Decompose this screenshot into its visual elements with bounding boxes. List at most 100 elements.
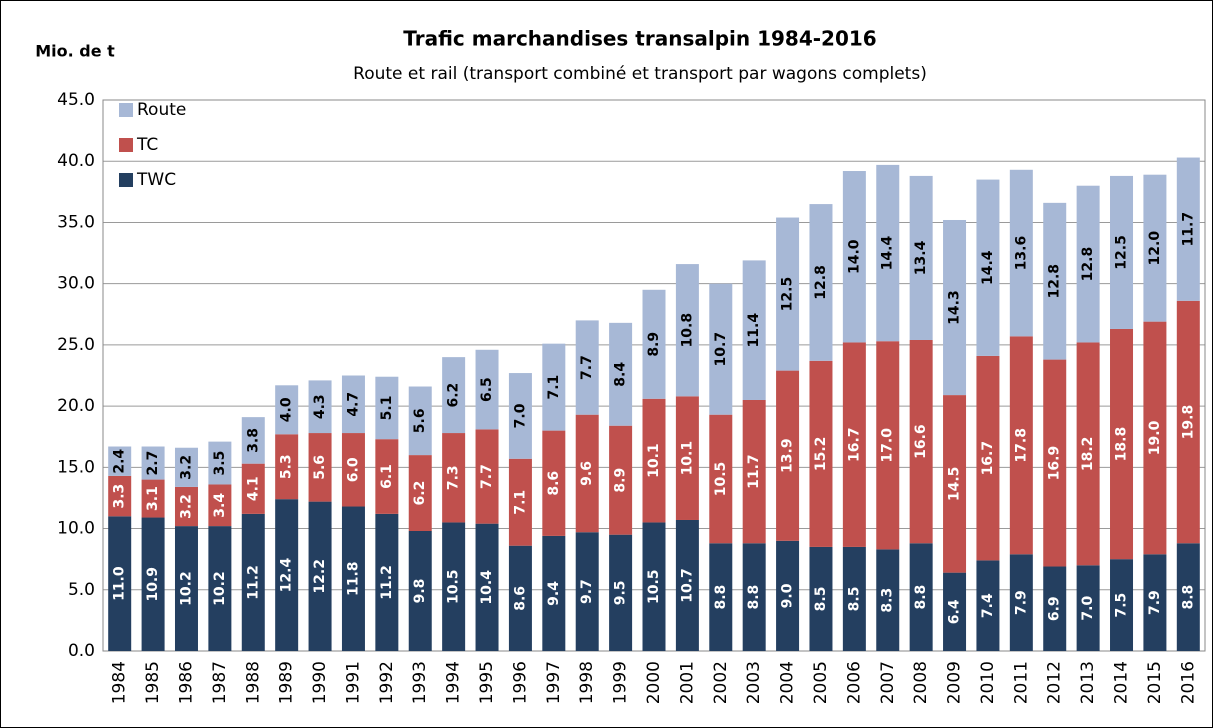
bar-segment: [108, 516, 132, 651]
bar-segment: [241, 513, 265, 651]
data-label: 8.8: [713, 585, 729, 610]
data-label: 6.9: [1047, 596, 1063, 621]
x-tick-label: 2008: [911, 661, 931, 704]
bar-segment: [341, 506, 365, 651]
bar-segment: [375, 376, 399, 440]
bar-segment: [842, 546, 866, 651]
data-label: 12.8: [1080, 247, 1096, 282]
x-tick-label: 1986: [176, 661, 196, 704]
bar-segment: [375, 513, 399, 651]
x-tick-label: 1991: [343, 661, 363, 704]
bar-segment: [1176, 543, 1200, 651]
bar-segment: [943, 219, 967, 396]
data-label: 9.5: [613, 580, 629, 605]
data-label: 19.8: [1180, 405, 1196, 440]
bar-segment: [1043, 359, 1067, 567]
data-label: 3.5: [212, 451, 228, 476]
bar-segment: [709, 414, 733, 544]
data-label: 8.8: [1180, 585, 1196, 610]
bar-segment: [141, 479, 165, 518]
bar-segment: [508, 373, 532, 459]
x-tick-label: 2016: [1178, 661, 1198, 704]
bar-segment: [442, 357, 466, 434]
data-label: 7.9: [1013, 590, 1029, 615]
bar-segment: [976, 179, 1000, 356]
data-label: 11.2: [245, 565, 261, 600]
bar-segment: [1176, 157, 1200, 301]
bar-segment: [341, 375, 365, 434]
x-tick-label: 1992: [377, 661, 397, 704]
x-tick-label: 2001: [677, 661, 697, 704]
bar-segment: [1009, 169, 1033, 337]
data-label: 4.0: [279, 397, 295, 422]
bar-segment: [1110, 175, 1134, 329]
y-tick-label: 10.0: [57, 519, 95, 539]
x-tick-label: 1993: [410, 661, 430, 704]
x-tick-label: 1998: [577, 661, 597, 704]
data-label: 7.0: [1080, 595, 1096, 620]
bar-segment: [108, 475, 132, 517]
bar-segment: [241, 463, 265, 514]
x-tick-label: 1990: [310, 661, 330, 704]
x-tick-label: 1997: [544, 661, 564, 704]
data-label: 7.7: [579, 355, 595, 380]
bar-segment: [575, 414, 599, 533]
data-label: 3.4: [212, 493, 228, 518]
bar-segment: [742, 399, 766, 544]
bar-segment: [174, 526, 198, 651]
bar-segment: [943, 572, 967, 651]
data-label: 2.4: [112, 449, 128, 474]
x-tick-label: 2002: [711, 661, 731, 704]
data-label: 9.8: [412, 579, 428, 604]
data-label: 2.7: [145, 451, 161, 476]
data-label: 16.7: [980, 441, 996, 476]
x-tick-label: 1994: [444, 661, 464, 704]
data-label: 19.0: [1147, 420, 1163, 455]
data-label: 12.4: [279, 558, 295, 593]
data-label: 10.2: [178, 571, 194, 606]
data-label: 5.1: [379, 396, 395, 421]
bar-segment: [1009, 336, 1033, 555]
data-label: 11.2: [379, 565, 395, 600]
bar-segment: [1076, 342, 1100, 566]
data-label: 12.8: [813, 265, 829, 300]
bar-segment: [1043, 202, 1067, 360]
bar-segment: [776, 370, 800, 541]
legend-label: Route: [137, 100, 186, 120]
bar-segment: [675, 264, 699, 397]
data-label: 7.1: [546, 375, 562, 400]
data-label: 13.9: [780, 438, 796, 473]
data-label: 10.9: [145, 567, 161, 602]
data-label: 18.2: [1080, 437, 1096, 472]
bar-segment: [709, 543, 733, 651]
bar-segment: [1110, 328, 1134, 560]
y-tick-label: 40.0: [57, 151, 95, 171]
chart-title: Trafic marchandises transalpin 1984-2016: [403, 27, 876, 51]
data-label: 4.3: [312, 394, 328, 419]
data-label: 7.9: [1147, 590, 1163, 615]
x-tick-label: 1988: [243, 661, 263, 704]
bar-segment: [976, 355, 1000, 561]
x-tick-label: 1987: [210, 661, 230, 704]
y-tick-label: 15.0: [57, 457, 95, 477]
x-tick-label: 1985: [143, 661, 163, 704]
x-tick-label: 2009: [945, 661, 965, 704]
bar-segment: [642, 289, 666, 399]
data-label: 6.4: [947, 599, 963, 624]
bar-segment: [475, 429, 499, 524]
bar-segment: [542, 343, 566, 431]
data-label: 10.7: [679, 568, 695, 603]
data-label: 10.2: [212, 571, 228, 606]
data-label: 12.2: [312, 559, 328, 594]
bar-segment: [275, 434, 299, 500]
bar-segment: [308, 380, 332, 434]
bar-segment: [575, 532, 599, 651]
data-label: 5.6: [412, 408, 428, 433]
legend-label: TC: [136, 135, 158, 155]
data-label: 17.0: [880, 428, 896, 463]
bar-segment: [475, 523, 499, 651]
data-label: 11.0: [112, 566, 128, 601]
data-label: 12.5: [780, 277, 796, 312]
y-tick-label: 35.0: [57, 212, 95, 232]
